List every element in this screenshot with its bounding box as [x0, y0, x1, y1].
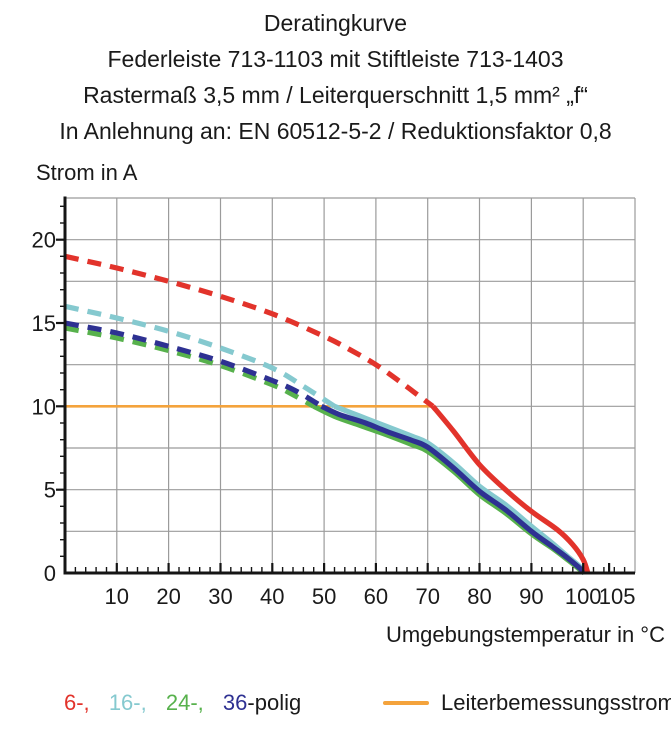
chart-title-block: Deratingkurve Federleiste 713-1103 mit S…	[0, 5, 671, 149]
svg-text:70: 70	[415, 584, 439, 609]
svg-text:40: 40	[260, 584, 284, 609]
y-axis-title: Strom in A	[36, 160, 138, 185]
legend-rated-current: Leiterbemessungsstrom	[383, 688, 671, 718]
x-axis-title: Umgebungstemperatur in °C	[385, 622, 665, 647]
legend-pole-counts: 6-, 16-, 24-, 36-polig	[64, 688, 301, 718]
legend-item-36-polig: 36	[222, 690, 248, 715]
svg-text:50: 50	[312, 584, 336, 609]
legend-item-16-polig: 16-,	[108, 690, 147, 715]
svg-text:20: 20	[32, 228, 56, 253]
rated-current-label: Leiterbemessungsstrom	[441, 690, 671, 715]
svg-text:5: 5	[44, 478, 56, 503]
legend: 6-, 16-, 24-, 36-polig Leiterbemessungss…	[0, 688, 671, 718]
svg-text:15: 15	[32, 311, 56, 336]
svg-text:10: 10	[32, 394, 56, 419]
svg-text:80: 80	[467, 584, 491, 609]
svg-text:10: 10	[105, 584, 129, 609]
title-line-2: Federleiste 713-1103 mit Stiftleiste 713…	[107, 46, 564, 72]
svg-text:105: 105	[599, 584, 636, 609]
svg-text:30: 30	[208, 584, 232, 609]
title-line-1: Deratingkurve	[263, 10, 408, 36]
title-line-3: Rastermaß 3,5 mm / Leiterquerschnitt 1,5…	[83, 82, 588, 108]
svg-text:90: 90	[519, 584, 543, 609]
svg-text:0: 0	[44, 561, 56, 586]
legend-item-6-polig: 6-,	[64, 690, 90, 715]
rated-current-line-swatch	[383, 701, 429, 705]
svg-text:20: 20	[156, 584, 180, 609]
legend-poles-suffix: -polig	[247, 690, 302, 715]
legend-item-24-polig: 24-,	[165, 690, 204, 715]
svg-text:100: 100	[565, 584, 602, 609]
svg-text:60: 60	[364, 584, 388, 609]
title-line-4: In Anlehnung an: EN 60512-5-2 / Reduktio…	[59, 118, 612, 144]
